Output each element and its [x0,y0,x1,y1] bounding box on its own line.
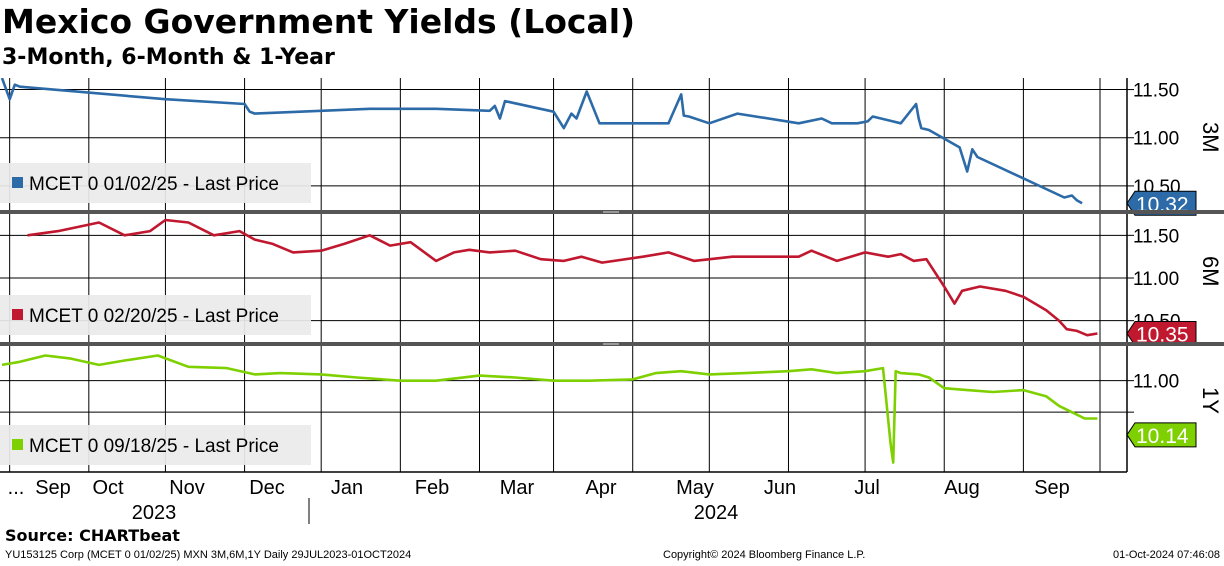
y-tick-label: 11.00 [1133,372,1179,393]
y-tick-label: 11.00 [1133,129,1179,150]
panel-side-label-3m: 3M [1198,122,1223,153]
source-label: Source: CHARTbeat [5,526,180,545]
x-tick-label: Apr [585,477,616,499]
panel-1y: 11.00 MCET 0 09/18/25 - Last Price 10.14 1Y [0,346,1223,472]
legend-box [0,425,311,465]
x-tick-label: May [676,477,714,499]
legend-swatch-3m [12,177,23,188]
x-tick-label: ... [8,477,25,499]
legend-box [0,163,311,203]
x-year-label: 2023 [132,502,177,524]
chart-subtitle: 3-Month, 6-Month & 1-Year [2,45,335,70]
last-value-tag-6m: 10.35 [1126,320,1197,346]
legend-label-3m: MCET 0 01/02/25 - Last Price [29,174,279,195]
footer-timestamp: 01-Oct-2024 07:46:08 [1112,549,1220,561]
last-value-box [1126,422,1197,448]
y-tick-label: 11.50 [1133,226,1179,247]
x-tick-label: Nov [169,477,205,499]
last-value-label-1y: 10.14 [1136,425,1189,448]
series-line-3m [0,78,1083,205]
legend-swatch-1y [12,439,23,450]
footer-security-info: YU153125 Corp (MCET 0 01/02/25) MXN 3M,6… [5,549,412,561]
footer-copyright: Copyright© 2024 Bloomberg Finance L.P. [663,549,866,561]
last-value-tag-1y: 10.14 [1126,422,1197,448]
y-tick-label: 11.00 [1133,269,1179,290]
series-line-1y [1,354,1098,464]
legend-label-1y: MCET 0 09/18/25 - Last Price [29,436,279,457]
legend-3m: MCET 0 01/02/25 - Last Price [0,163,311,203]
x-tick-label: Aug [944,477,980,499]
legend-1y: MCET 0 09/18/25 - Last Price [0,425,311,465]
x-tick-label: Sep [35,477,71,499]
series-line-6m [27,218,1098,337]
legend-6m: MCET 0 02/20/25 - Last Price [0,295,311,335]
x-tick-label: Jun [764,477,796,499]
x-tick-label: Dec [249,477,285,499]
x-tick-label: Feb [415,477,449,499]
legend-swatch-6m [12,309,23,320]
legend-label-6m: MCET 0 02/20/25 - Last Price [29,306,279,327]
x-tick-label: Jul [854,477,880,499]
legend-box [0,295,311,335]
chart-title: Mexico Government Yields (Local) [2,2,636,41]
y-tick-label: 11.50 [1133,81,1179,102]
x-tick-label: Oct [92,477,124,499]
panel-side-label-1y: 1Y [1198,387,1223,414]
x-tick-label: Mar [500,477,535,499]
last-value-label-6m: 10.35 [1136,323,1189,346]
x-tick-label: Sep [1034,477,1070,499]
x-tick-label: Jan [331,477,363,499]
x-year-label: 2024 [694,502,739,524]
panel-side-label-6m: 6M [1198,256,1223,287]
